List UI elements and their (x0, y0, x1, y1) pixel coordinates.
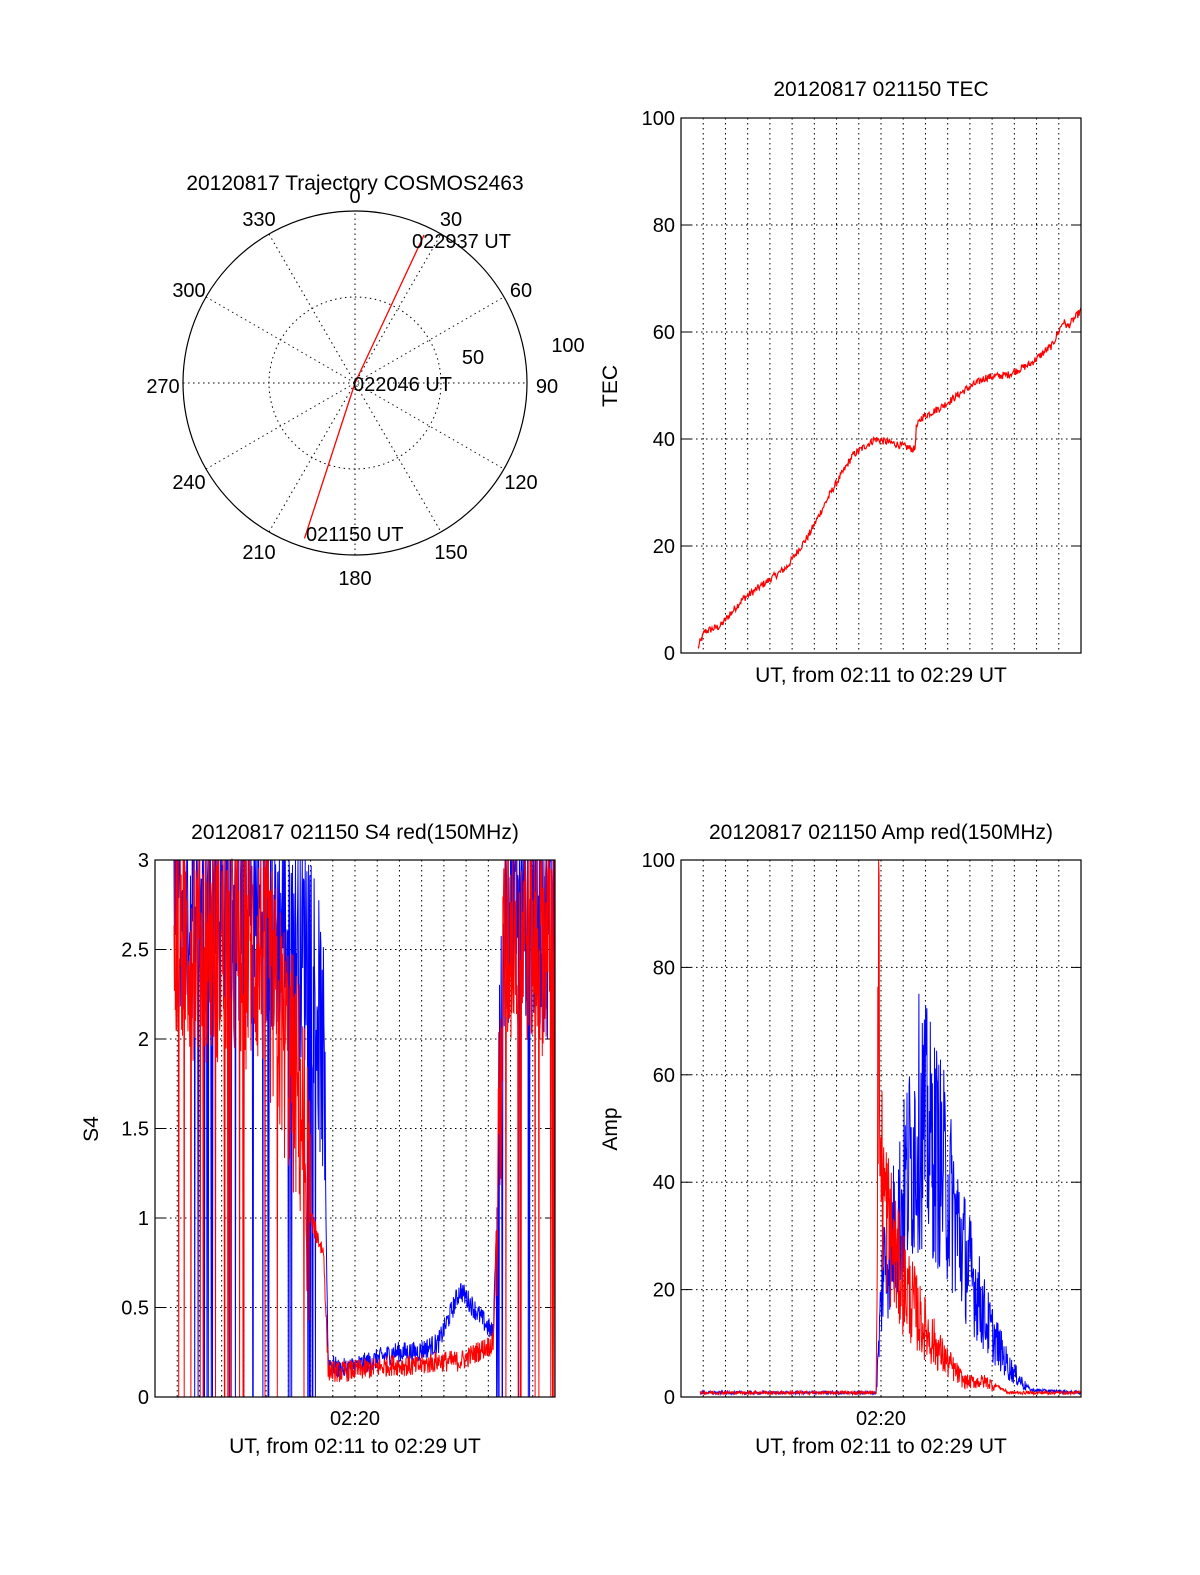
polar-angle-labels: 0 30 60 90 120 150 180 210 240 270 300 330 (146, 186, 558, 590)
s4-ytick-label-6: 3 (138, 850, 149, 872)
tec-y-axis-label: TEC (599, 365, 622, 407)
s4-ytick-label-3: 1.5 (121, 1119, 149, 1141)
tec-title: 20120817 021150 TEC (773, 78, 988, 101)
polar-outer-circle (182, 210, 528, 556)
amp-ytick-label-4: 80 (653, 957, 675, 979)
s4-ytick-label-2: 1 (138, 1208, 149, 1230)
polar-angle-label-90: 90 (536, 376, 558, 398)
s4-series (173, 858, 556, 1398)
s4-x-axis-label: UT, from 02:11 to 02:29 UT (229, 1435, 481, 1458)
s4-x-tick-label: 02:20 (330, 1408, 380, 1430)
amp-ytick-label-0: 0 (664, 1387, 675, 1409)
tec-x-axis-label: UT, from 02:11 to 02:29 UT (755, 664, 1007, 687)
tec-ytick-label-5: 100 (642, 108, 675, 130)
polar-angle-label-150: 150 (434, 542, 467, 564)
amp-ytick-label-3: 60 (653, 1065, 675, 1087)
trajectory-track (303, 234, 425, 539)
polar-angle-label-300: 300 (172, 280, 205, 302)
polar-grid (183, 211, 527, 555)
tec-ytick-label-4: 80 (653, 215, 675, 237)
s4-ytick-label-5: 2.5 (121, 940, 149, 962)
amp-x-axis-label: UT, from 02:11 to 02:29 UT (755, 1435, 1007, 1458)
s4-panel: 20120817 021150 S4 red(150MHz) 0 0.5 1 1.5 2… (80, 821, 556, 1458)
polar-angle-label-60: 60 (510, 280, 532, 302)
amp-y-axis-label: Amp (599, 1107, 622, 1150)
tec-panel: 20120817 021150 TEC 0 20 40 60 80 100 TEC UT,… (599, 78, 1082, 687)
tec-grid (681, 117, 1081, 654)
tec-plot-frame (680, 117, 1082, 654)
amp-series (699, 859, 1082, 1397)
s4-ytick-label-1: 0.5 (121, 1298, 149, 1320)
polar-angle-label-330: 330 (242, 209, 275, 231)
s4-ytick-label-4: 2 (138, 1029, 149, 1051)
amp-y-tick-labels: 0 20 40 60 80 100 (642, 850, 675, 1409)
s4-title: 20120817 021150 S4 red(150MHz) (191, 821, 519, 844)
polar-angle-label-30: 30 (440, 209, 462, 231)
tec-ytick-label-1: 20 (653, 536, 675, 558)
s4-y-tick-labels: 0 0.5 1 1.5 2 2.5 3 (121, 850, 149, 1409)
polar-angle-label-180: 180 (338, 568, 371, 590)
s4-ytick-label-0: 0 (138, 1387, 149, 1409)
polar-radius-label-100: 100 (551, 335, 584, 357)
amp-panel: 20120817 021150 Amp red(150MHz) 0 20 40 60 8… (599, 821, 1082, 1458)
trajectory-start-label: 021150 UT (306, 524, 403, 546)
polar-angle-label-210: 210 (242, 542, 275, 564)
amp-ytick-label-1: 20 (653, 1280, 675, 1302)
tec-series-line (697, 307, 1082, 650)
trajectory-panel: 20120817 Trajectory COSMOS2463 0 30 60 90 12… (146, 172, 584, 590)
tec-ytick-label-2: 40 (653, 429, 675, 451)
polar-angle-label-240: 240 (172, 472, 205, 494)
polar-grid-circle-50 (268, 296, 442, 470)
s4-plot-frame (154, 859, 556, 1398)
amp-x-tick-label: 02:20 (856, 1408, 906, 1430)
polar-angle-label-0: 0 (349, 186, 360, 208)
polar-radius-label-50: 50 (462, 347, 484, 369)
trajectory-title: 20120817 Trajectory COSMOS2463 (186, 172, 523, 195)
amp-plot-frame (680, 859, 1082, 1398)
trajectory-end-label: 022937 UT (412, 231, 511, 253)
amp-red-line (699, 859, 1082, 1397)
amp-ytick-label-2: 40 (653, 1172, 675, 1194)
amp-ytick-label-5: 100 (642, 850, 675, 872)
polar-angle-label-270: 270 (146, 376, 179, 398)
polar-angle-label-120: 120 (504, 472, 537, 494)
tec-y-tick-labels: 0 20 40 60 80 100 (642, 108, 675, 665)
trajectory-mid-label: 022046 UT (353, 374, 452, 396)
tec-ytick-label-0: 0 (664, 643, 675, 665)
amp-title: 20120817 021150 Amp red(150MHz) (709, 821, 1053, 844)
tec-ytick-label-3: 60 (653, 322, 675, 344)
s4-y-axis-label: S4 (80, 1116, 103, 1142)
